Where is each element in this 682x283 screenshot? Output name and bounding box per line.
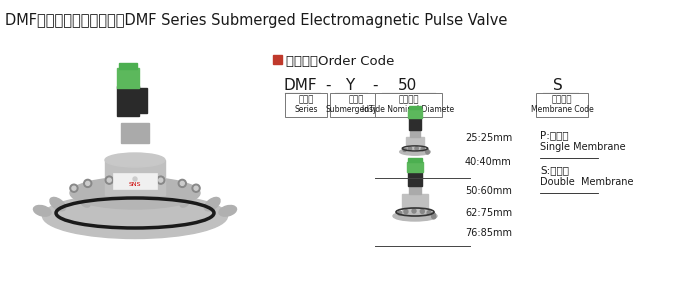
Circle shape: [159, 178, 163, 182]
Text: SubmergedType: SubmergedType: [325, 105, 387, 114]
Circle shape: [409, 147, 412, 150]
Text: DMF: DMF: [283, 78, 317, 93]
Bar: [408, 158, 422, 162]
Circle shape: [157, 176, 165, 184]
Circle shape: [432, 215, 436, 219]
Text: 50: 50: [398, 78, 417, 93]
Circle shape: [192, 184, 200, 192]
Text: Double  Membrane: Double Membrane: [540, 177, 634, 187]
Bar: [406, 136, 424, 148]
Text: 公称通径: 公称通径: [398, 95, 419, 104]
Circle shape: [427, 211, 431, 215]
Text: SNS: SNS: [129, 182, 141, 187]
Text: Y: Y: [345, 78, 355, 93]
Ellipse shape: [70, 177, 200, 209]
Bar: [117, 68, 139, 88]
Text: 25:25mm: 25:25mm: [465, 133, 512, 143]
Circle shape: [70, 184, 78, 192]
Text: 50:60mm: 50:60mm: [465, 186, 512, 196]
Bar: [409, 106, 421, 109]
Circle shape: [412, 209, 416, 213]
Text: Series: Series: [294, 105, 318, 114]
Text: 40:40mm: 40:40mm: [465, 157, 512, 167]
Circle shape: [86, 181, 90, 185]
Bar: [113, 173, 157, 189]
Ellipse shape: [105, 153, 165, 167]
Bar: [285, 93, 327, 117]
Bar: [137, 88, 147, 113]
Circle shape: [84, 179, 91, 187]
Circle shape: [431, 213, 435, 216]
Bar: [330, 93, 382, 117]
Ellipse shape: [205, 198, 220, 211]
Bar: [117, 86, 139, 116]
Ellipse shape: [148, 187, 158, 205]
Ellipse shape: [219, 205, 237, 216]
Text: DMF系列淡没式电磁脉冲阀DMF Series Submerged Electromagnetic Pulse Valve: DMF系列淡没式电磁脉冲阀DMF Series Submerged Electr…: [5, 13, 507, 28]
Circle shape: [425, 149, 428, 152]
Bar: [273, 55, 282, 64]
Text: P:单膜片: P:单膜片: [540, 130, 569, 140]
Text: S:双膜片: S:双膜片: [540, 165, 569, 175]
Bar: [105, 160, 165, 195]
Circle shape: [403, 148, 406, 151]
Circle shape: [415, 147, 418, 150]
Text: 76:85mm: 76:85mm: [465, 228, 512, 238]
Bar: [375, 93, 442, 117]
Bar: [402, 194, 428, 212]
Ellipse shape: [179, 191, 192, 207]
Ellipse shape: [33, 205, 51, 216]
Text: 膜片代号: 膜片代号: [552, 95, 572, 104]
Circle shape: [398, 211, 402, 215]
Text: 62:75mm: 62:75mm: [465, 208, 512, 218]
Text: 淡没式: 淡没式: [349, 95, 364, 104]
Text: -: -: [372, 78, 378, 93]
Bar: [121, 123, 149, 143]
Ellipse shape: [50, 198, 65, 211]
Bar: [407, 162, 423, 172]
Bar: [536, 93, 588, 117]
Text: S: S: [553, 78, 563, 93]
Text: 系列号: 系列号: [298, 95, 314, 104]
Circle shape: [180, 181, 184, 185]
Circle shape: [131, 175, 139, 183]
Ellipse shape: [400, 148, 430, 155]
Circle shape: [404, 210, 408, 214]
Circle shape: [194, 186, 198, 190]
Circle shape: [107, 178, 111, 182]
Ellipse shape: [78, 191, 90, 207]
Text: Inside Nominal Diamete: Inside Nominal Diamete: [362, 105, 455, 114]
Bar: [409, 118, 421, 130]
Ellipse shape: [112, 187, 122, 205]
Text: -: -: [325, 78, 331, 93]
Text: 订货型号Order Code: 订货型号Order Code: [286, 55, 394, 68]
Circle shape: [426, 151, 429, 154]
Bar: [119, 63, 137, 69]
Circle shape: [105, 176, 113, 184]
Bar: [408, 172, 422, 186]
Ellipse shape: [393, 211, 437, 221]
Circle shape: [178, 179, 186, 187]
Circle shape: [421, 147, 424, 151]
Circle shape: [420, 209, 424, 213]
Text: Single Membrane: Single Membrane: [540, 142, 625, 152]
Bar: [409, 186, 421, 194]
Bar: [410, 130, 420, 136]
Text: Membrane Code: Membrane Code: [531, 105, 593, 114]
Circle shape: [72, 186, 76, 190]
Circle shape: [133, 177, 137, 181]
Bar: [409, 109, 421, 118]
Ellipse shape: [42, 194, 228, 239]
